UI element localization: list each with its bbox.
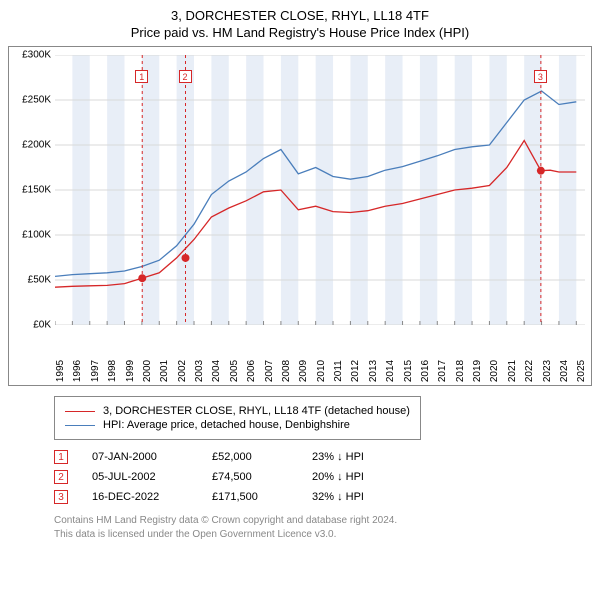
y-axis: £0K£50K£100K£150K£200K£250K£300K <box>9 55 55 325</box>
attribution-line2: This data is licensed under the Open Gov… <box>54 528 592 542</box>
x-tick-label: 2018 <box>455 360 466 382</box>
x-tick-label: 2004 <box>211 360 222 382</box>
sale-hpi-delta: 20% ↓ HPI <box>312 471 412 483</box>
sale-marker-badge: 1 <box>54 450 68 464</box>
attribution-line1: Contains HM Land Registry data © Crown c… <box>54 514 592 528</box>
x-tick-label: 1995 <box>55 360 66 382</box>
y-tick-label: £200K <box>22 140 51 151</box>
x-tick-label: 2024 <box>559 360 570 382</box>
x-tick-label: 2015 <box>403 360 414 382</box>
x-tick-label: 2013 <box>368 360 379 382</box>
x-tick-label: 2009 <box>298 360 309 382</box>
sale-date: 07-JAN-2000 <box>92 451 212 463</box>
x-tick-label: 2016 <box>420 360 431 382</box>
title-block: 3, DORCHESTER CLOSE, RHYL, LL18 4TF Pric… <box>8 8 592 40</box>
x-tick-label: 2002 <box>177 360 188 382</box>
x-tick-label: 2007 <box>264 360 275 382</box>
x-tick-label: 1999 <box>125 360 136 382</box>
x-tick-label: 2010 <box>316 360 327 382</box>
x-tick-label: 2021 <box>507 360 518 382</box>
chart-container: £0K£50K£100K£150K£200K£250K£300K 1995199… <box>8 46 592 386</box>
legend-item: 3, DORCHESTER CLOSE, RHYL, LL18 4TF (det… <box>65 405 410 417</box>
x-tick-label: 2017 <box>437 360 448 382</box>
sale-marker-badge: 3 <box>54 490 68 504</box>
sale-marker-1: 1 <box>135 70 148 83</box>
main-title: 3, DORCHESTER CLOSE, RHYL, LL18 4TF <box>8 8 592 23</box>
x-tick-label: 2019 <box>472 360 483 382</box>
y-tick-label: £100K <box>22 230 51 241</box>
x-tick-label: 2025 <box>576 360 587 382</box>
x-tick-label: 2011 <box>333 360 344 382</box>
x-tick-label: 1998 <box>107 360 118 382</box>
y-tick-label: £150K <box>22 185 51 196</box>
sale-hpi-delta: 32% ↓ HPI <box>312 491 412 503</box>
x-tick-label: 2000 <box>142 360 153 382</box>
x-tick-label: 1996 <box>72 360 83 382</box>
sale-date: 16-DEC-2022 <box>92 491 212 503</box>
sale-marker-badge: 2 <box>54 470 68 484</box>
y-tick-label: £0K <box>33 320 51 331</box>
sale-row: 1 07-JAN-2000£52,00023% ↓ HPI <box>54 450 592 464</box>
x-tick-label: 2020 <box>489 360 500 382</box>
y-tick-label: £50K <box>28 275 51 286</box>
x-tick-label: 2022 <box>524 360 535 382</box>
subtitle: Price paid vs. HM Land Registry's House … <box>8 25 592 40</box>
attribution: Contains HM Land Registry data © Crown c… <box>54 514 592 542</box>
sale-row: 3 16-DEC-2022£171,50032% ↓ HPI <box>54 490 592 504</box>
y-tick-label: £250K <box>22 95 51 106</box>
x-tick-label: 2001 <box>159 360 170 382</box>
x-tick-label: 1997 <box>90 360 101 382</box>
sale-price: £52,000 <box>212 451 312 463</box>
y-tick-label: £300K <box>22 50 51 61</box>
sale-row: 2 05-JUL-2002£74,50020% ↓ HPI <box>54 470 592 484</box>
legend-swatch <box>65 411 95 412</box>
x-tick-label: 2014 <box>385 360 396 382</box>
plot-area <box>55 55 585 325</box>
x-tick-label: 2006 <box>246 360 257 382</box>
chart-svg <box>55 55 585 325</box>
x-tick-label: 2008 <box>281 360 292 382</box>
legend-swatch <box>65 425 95 426</box>
sale-price: £74,500 <box>212 471 312 483</box>
sale-hpi-delta: 23% ↓ HPI <box>312 451 412 463</box>
x-tick-label: 2005 <box>229 360 240 382</box>
sales-table: 1 07-JAN-2000£52,00023% ↓ HPI 2 05-JUL-2002… <box>54 450 592 504</box>
x-tick-label: 2023 <box>542 360 553 382</box>
x-axis: 1995 1996 1997 1998 1999 2000 2001 2002 2003 2004… <box>55 329 585 385</box>
x-tick-label: 2012 <box>350 360 361 382</box>
legend-label: 3, DORCHESTER CLOSE, RHYL, LL18 4TF (det… <box>103 405 410 417</box>
sale-marker-3: 3 <box>534 70 547 83</box>
legend-label: HPI: Average price, detached house, Denb… <box>103 419 350 431</box>
legend: 3, DORCHESTER CLOSE, RHYL, LL18 4TF (det… <box>54 396 421 440</box>
legend-item: HPI: Average price, detached house, Denb… <box>65 419 410 431</box>
sale-marker-2: 2 <box>179 70 192 83</box>
x-tick-label: 2003 <box>194 360 205 382</box>
sale-date: 05-JUL-2002 <box>92 471 212 483</box>
sale-price: £171,500 <box>212 491 312 503</box>
